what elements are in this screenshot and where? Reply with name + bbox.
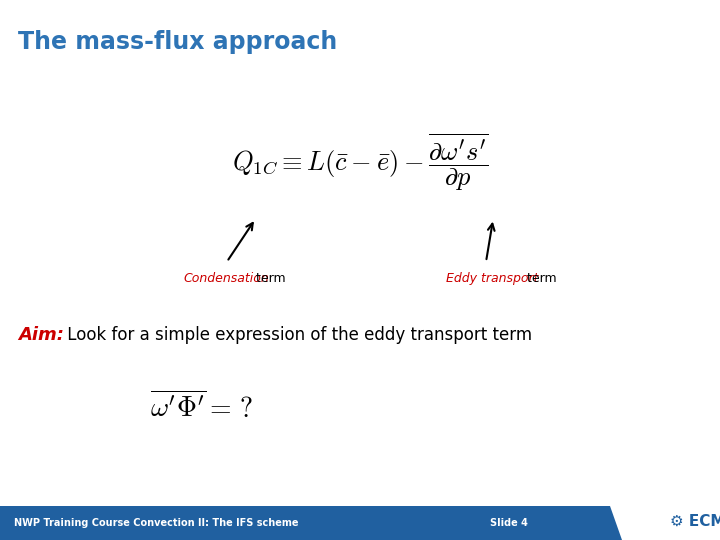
Text: Aim:: Aim: (18, 326, 64, 344)
Text: Slide 4: Slide 4 (490, 518, 528, 528)
Text: Condensation: Condensation (184, 272, 269, 285)
Text: $Q_{1C} \equiv L(\bar{c} - \bar{e}) - \dfrac{\overline{\partial \omega^{\prime} : $Q_{1C} \equiv L(\bar{c} - \bar{e}) - \d… (232, 131, 488, 193)
Text: term: term (251, 272, 285, 285)
Text: ⚙ ECMWF: ⚙ ECMWF (670, 514, 720, 529)
Text: Look for a simple expression of the eddy transport term: Look for a simple expression of the eddy… (62, 326, 532, 344)
Text: term: term (523, 272, 557, 285)
Text: Eddy transport: Eddy transport (446, 272, 539, 285)
Bar (0, 506, 600, 540)
Text: NWP Training Course Convection II: The IFS scheme: NWP Training Course Convection II: The I… (14, 518, 299, 528)
Polygon shape (0, 506, 622, 540)
Text: $\overline{\omega^{\prime} \Phi^{\prime}} = \,?$: $\overline{\omega^{\prime} \Phi^{\prime}… (150, 392, 253, 424)
Text: The mass-flux approach: The mass-flux approach (18, 30, 337, 54)
